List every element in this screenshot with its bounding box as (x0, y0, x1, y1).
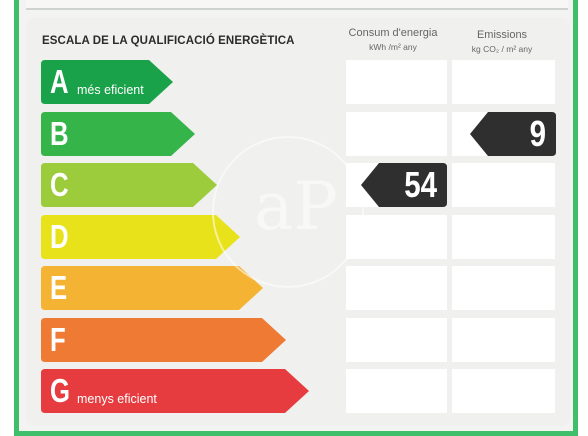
consum-cell-b (346, 111, 447, 156)
rating-sublabel: més eficient (77, 83, 144, 97)
rating-arrow-shape (41, 317, 286, 362)
consum-marker-value: 54 (404, 164, 437, 205)
rating-arrow-f (41, 317, 286, 362)
consum-cell-f (346, 317, 447, 362)
top-rule (26, 0, 568, 10)
rating-letter: F (50, 320, 66, 358)
rating-arrow-shape (41, 111, 195, 156)
watermark-circle (212, 136, 364, 288)
consum-marker-shape (361, 163, 447, 207)
emissions-cell-f (452, 317, 555, 362)
emissions-header: Emissions kg CO₂ / m² any (452, 28, 552, 56)
emissions-cell-a (452, 60, 555, 104)
rating-bar-b: B (41, 111, 195, 156)
watermark-logo: aP (254, 168, 338, 245)
rating-arrow-g (41, 369, 309, 413)
rating-letter: D (50, 217, 69, 255)
emissions-cell-c (452, 163, 555, 207)
rating-bar-c: C (41, 163, 217, 207)
consum-cell-a (346, 60, 447, 104)
emissions-marker-shape (470, 111, 556, 156)
emissions-title: Emissions (476, 29, 528, 41)
rating-arrow-a (41, 60, 173, 104)
rating-arrow-shape (41, 266, 263, 310)
consum-marker: 54 (361, 163, 447, 207)
rating-letter: C (50, 166, 69, 203)
rating-bar-d: D (41, 214, 240, 259)
consum-title: Consum d'energia (348, 27, 438, 39)
rating-arrow-d (41, 214, 240, 259)
rating-arrow-shape (41, 214, 240, 259)
rating-arrow-c (41, 163, 217, 207)
emissions-marker-value: 9 (529, 112, 546, 154)
rating-arrow-shape (41, 60, 173, 104)
rating-arrow-shape (41, 163, 217, 207)
consum-header: Consum d'energia kWh /m² any (343, 26, 443, 54)
consum-marker-arrow (361, 163, 447, 207)
rating-letter: A (50, 63, 69, 100)
emissions-cell-d (452, 214, 555, 259)
rating-arrow-shape (41, 369, 309, 413)
rating-letter: G (50, 372, 71, 409)
emissions-marker-arrow (470, 111, 556, 156)
emissions-cell-g (452, 369, 555, 413)
rating-arrow-e (41, 266, 263, 310)
rating-bar-e: E (41, 266, 263, 310)
consum-cell-e (346, 266, 447, 310)
rating-bar-f: F (41, 317, 286, 362)
rating-letter: E (50, 269, 68, 306)
consum-cell-g (346, 369, 447, 413)
consum-unit: kWh /m² any (369, 42, 417, 52)
rating-letter: B (50, 114, 69, 152)
rating-arrow-b (41, 111, 195, 156)
emissions-unit: kg CO₂ / m² any (471, 44, 533, 54)
emissions-marker: 9 (470, 111, 556, 156)
scale-heading: ESCALA DE LA QUALIFICACIÓ ENERGÈTICA (42, 35, 295, 47)
rating-sublabel: menys eficient (77, 392, 157, 406)
emissions-cell-e (452, 266, 555, 310)
